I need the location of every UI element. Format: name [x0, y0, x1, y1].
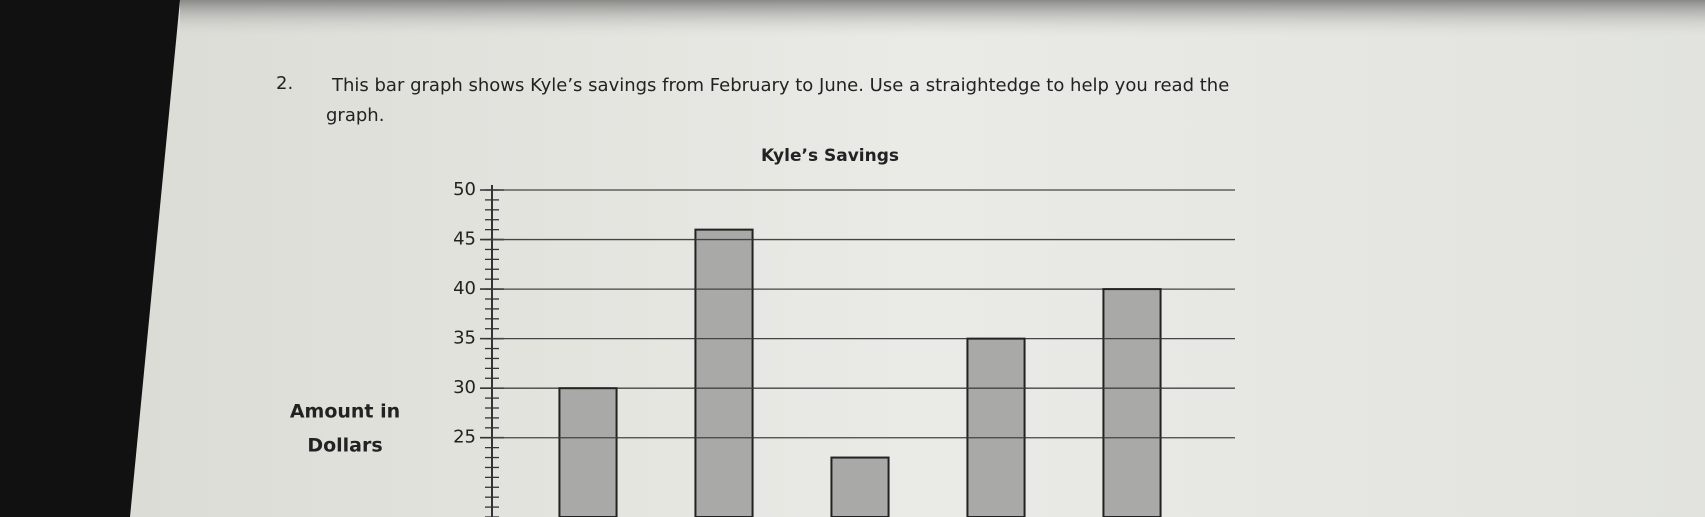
y-tick-label: 25 [453, 427, 476, 448]
chart-title: Kyle’s Savings [761, 146, 899, 166]
question-number: 2. [276, 73, 293, 94]
y-tick-label: 35 [453, 328, 476, 349]
question-text: This bar graph shows Kyle’s savings from… [331, 75, 1229, 96]
y-tick-label: 50 [453, 179, 476, 200]
question-text: graph. [326, 105, 384, 126]
y-tick-label: 40 [453, 278, 476, 299]
y-axis-label: Dollars [307, 435, 382, 457]
chart: Kyle’s Savings Amount in Dollars 25 30 35 40 45… [290, 146, 1235, 517]
bar [830, 456, 890, 517]
bar [558, 387, 618, 517]
bar [966, 337, 1026, 517]
y-axis-label: Amount in [290, 401, 400, 423]
y-tick-label: 30 [453, 377, 476, 398]
shadow [180, 0, 1705, 40]
bar [694, 228, 754, 517]
bar [1102, 288, 1162, 517]
y-tick-label: 45 [453, 229, 476, 250]
